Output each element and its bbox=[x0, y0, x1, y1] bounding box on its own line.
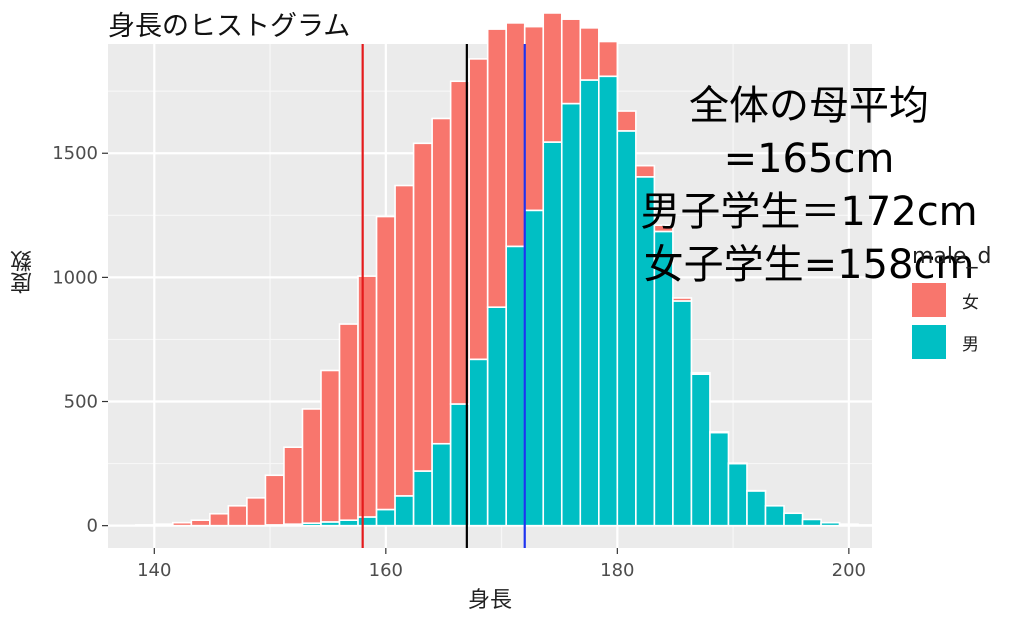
bar-female bbox=[505, 22, 526, 248]
legend-item-male: 男 bbox=[912, 321, 992, 363]
legend-item-female: 女 bbox=[912, 279, 992, 321]
bar-male bbox=[542, 141, 563, 527]
bar-female bbox=[153, 523, 174, 527]
bar-female bbox=[468, 58, 489, 361]
histogram-bars bbox=[134, 12, 896, 527]
annotation-line-overall: 全体の母平均=165cm bbox=[689, 83, 929, 182]
bar-male bbox=[523, 209, 545, 527]
bar-male bbox=[709, 431, 730, 527]
bar-male bbox=[746, 490, 767, 527]
bar-female bbox=[394, 184, 415, 497]
mean-lines bbox=[361, 44, 526, 548]
bar-male bbox=[357, 516, 378, 527]
bar-female bbox=[560, 18, 582, 105]
bar-male bbox=[394, 495, 415, 527]
x-tick-label: 200 bbox=[832, 560, 866, 581]
legend-title: male_d bbox=[912, 244, 992, 269]
legend-key-female bbox=[912, 283, 946, 317]
bar-male bbox=[764, 504, 785, 527]
bar-female bbox=[653, 224, 674, 233]
bar-male bbox=[486, 306, 508, 527]
bar-female bbox=[542, 12, 563, 143]
x-tick-label: 160 bbox=[369, 560, 403, 581]
bar-female bbox=[690, 371, 711, 376]
mean-annotation: 全体の母平均=165cm 男子学生＝172cm 女子学生=158cm bbox=[604, 80, 1014, 292]
y-axis-ticks: 0 500 1000 1500 bbox=[52, 143, 108, 537]
bar-male bbox=[412, 470, 433, 527]
bar-male bbox=[468, 358, 489, 527]
bar-female bbox=[338, 323, 359, 521]
y-tick-label: 1000 bbox=[52, 267, 98, 288]
bar-female bbox=[709, 431, 730, 434]
bar-male bbox=[820, 521, 841, 527]
bar-female bbox=[172, 521, 193, 527]
bar-male bbox=[560, 102, 582, 527]
bar-female bbox=[523, 25, 545, 212]
legend: male_d 女 男 bbox=[912, 244, 992, 363]
bar-female bbox=[357, 275, 378, 518]
bar-female bbox=[209, 512, 230, 527]
x-axis-ticks: 140 160 180 200 bbox=[137, 548, 866, 581]
x-tick-label: 140 bbox=[137, 560, 171, 581]
x-tick-label: 180 bbox=[600, 560, 634, 581]
bar-female bbox=[579, 27, 600, 81]
bar-female bbox=[431, 117, 452, 445]
bar-male bbox=[579, 79, 600, 527]
y-tick-label: 500 bbox=[64, 392, 98, 413]
bar-male bbox=[505, 245, 526, 527]
bar-male bbox=[375, 508, 396, 527]
y-axis-label: 度数 bbox=[11, 250, 36, 294]
bar-female bbox=[412, 142, 433, 472]
annotation-line-male: 男子学生＝172cm bbox=[640, 189, 978, 235]
y-tick-label: 1500 bbox=[52, 143, 98, 164]
x-axis-label: 身長 bbox=[467, 588, 512, 613]
bar-female bbox=[635, 164, 656, 178]
chart-title: 身長のヒストグラム bbox=[108, 11, 351, 42]
bar-male bbox=[783, 512, 804, 527]
legend-label-female: 女 bbox=[962, 292, 979, 313]
bar-female bbox=[375, 215, 396, 511]
annotation-line-female: 女子学生=158cm bbox=[643, 242, 975, 288]
bar-male bbox=[838, 523, 859, 527]
bar-female bbox=[301, 408, 322, 524]
bar-male bbox=[727, 462, 748, 527]
bar-female bbox=[227, 504, 248, 527]
bar-female bbox=[320, 369, 341, 523]
legend-key-male bbox=[912, 325, 946, 359]
legend-label-male: 男 bbox=[962, 334, 979, 355]
bar-female bbox=[190, 519, 211, 527]
bar-female bbox=[264, 474, 285, 526]
bar-female bbox=[598, 40, 619, 78]
bar-male bbox=[857, 524, 878, 527]
bar-male bbox=[431, 442, 452, 527]
bar-male bbox=[801, 518, 822, 527]
bar-female bbox=[672, 297, 693, 302]
bar-female bbox=[616, 110, 637, 132]
bar-male bbox=[672, 300, 693, 527]
bar-female bbox=[486, 28, 508, 308]
bar-male bbox=[338, 519, 359, 527]
bar-female bbox=[246, 497, 267, 527]
bar-male bbox=[690, 373, 711, 527]
bar-female bbox=[134, 524, 156, 527]
y-tick-label: 0 bbox=[87, 516, 98, 537]
bar-female bbox=[283, 446, 304, 525]
